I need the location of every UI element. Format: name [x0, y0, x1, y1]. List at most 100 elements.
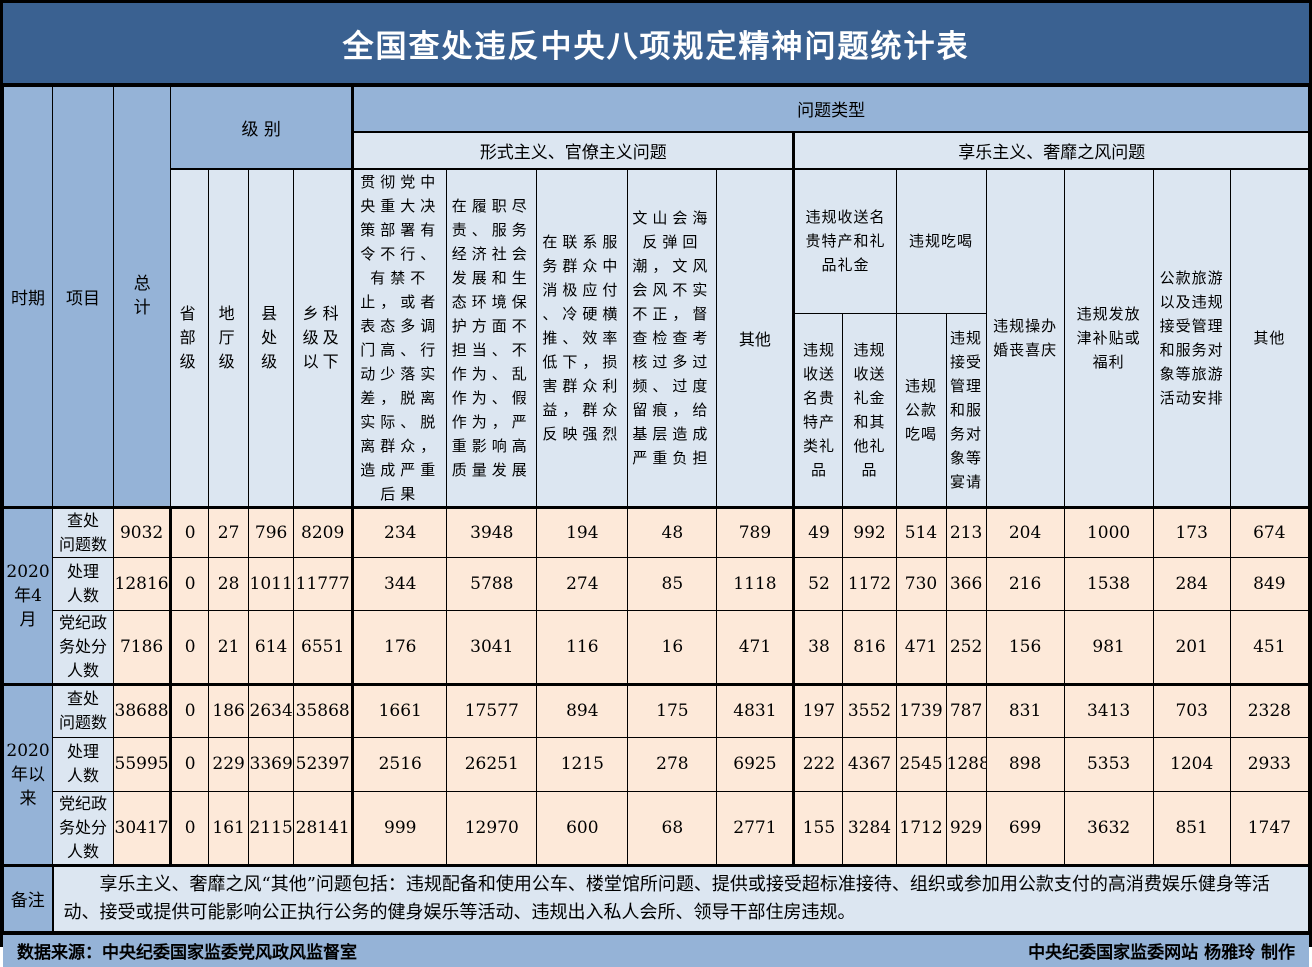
value-cell: 1000	[1063, 506, 1154, 558]
table-row: 处理 人数 55995 0 229 3369 52397 2516 26251 1215 278 6…	[4, 736, 1310, 792]
value-cell: 3632	[1063, 790, 1154, 866]
value-cell: 28	[208, 556, 250, 611]
value-cell: 222	[793, 736, 844, 792]
value-cell: 6925	[716, 736, 796, 792]
header-gifts-cash: 违规 收送 礼金 和其 他礼 品	[842, 313, 897, 509]
value-cell: 514	[895, 506, 947, 558]
value-cell: 796	[248, 506, 295, 558]
header-level-group: 级 别	[170, 86, 355, 170]
period-cell: 2020 年4 月	[2, 506, 54, 685]
value-cell: 16	[627, 609, 718, 685]
value-cell: 851	[1152, 790, 1231, 866]
statistics-table: 时期 项目 总 计 级 别 问题类型 形式主义、官僚主义问题 享乐主义、奢靡之风…	[2, 86, 1310, 933]
value-cell: 1288	[945, 736, 987, 792]
value-cell: 4831	[716, 682, 796, 738]
value-cell: 3369	[248, 736, 295, 792]
value-cell: 992	[842, 506, 897, 558]
value-cell: 2545	[895, 736, 947, 792]
value-cell: 699	[985, 790, 1065, 866]
value-cell: 6551	[293, 609, 355, 685]
row-label-cell: 党纪政 务处分 人数	[52, 790, 115, 866]
header-level-province: 省 部 级	[170, 168, 210, 509]
value-cell: 26251	[446, 736, 538, 792]
value-cell: 344	[352, 556, 448, 611]
period-cell: 2020 年以 来	[2, 682, 54, 866]
value-cell: 614	[248, 609, 295, 685]
table-row: 处理 人数 12816 0 28 1011 11777 344 5788 274 85 1118 52…	[4, 556, 1310, 611]
value-cell: 284	[1152, 556, 1231, 611]
note-row: 备注 享乐主义、奢靡之风“其他”问题包括：违规配备和使用公车、楼堂馆所问题、提供…	[2, 863, 1309, 933]
value-cell: 3041	[446, 609, 538, 685]
header-dining-public-funds: 违规 公款 吃喝	[895, 313, 947, 509]
value-cell: 17577	[446, 682, 538, 738]
value-cell: 175	[627, 682, 718, 738]
header-item: 项目	[52, 86, 115, 509]
header-hedonism-group: 享乐主义、奢靡之风问题	[793, 131, 1309, 170]
value-cell: 161	[208, 790, 250, 866]
value-cell: 21	[208, 609, 250, 685]
value-cell: 278	[627, 736, 718, 792]
value-cell: 4367	[842, 736, 897, 792]
note-label: 备注	[2, 863, 54, 933]
header-total: 总 计	[113, 86, 172, 509]
value-cell: 116	[536, 609, 629, 685]
value-cell: 929	[945, 790, 987, 866]
value-cell: 68	[627, 790, 718, 866]
value-cell: 3413	[1063, 682, 1154, 738]
header-formalism-col-2: 在履职尽 责、服务 经济社会 发展和生 态环境保 护方面不 担当、不 作为、乱 …	[446, 168, 538, 509]
value-cell: 234	[352, 506, 448, 558]
value-cell: 471	[716, 609, 796, 685]
value-cell: 8209	[293, 506, 355, 558]
value-cell: 204	[985, 506, 1065, 558]
value-cell: 7186	[113, 609, 173, 685]
value-cell: 85	[627, 556, 718, 611]
value-cell: 789	[716, 506, 796, 558]
value-cell: 155	[793, 790, 844, 866]
value-cell: 600	[536, 790, 629, 866]
footer-bar: 数据来源：中央纪委国家监委党风政风监督室 中央纪委国家监委网站 杨雅玲 制作	[3, 931, 1309, 967]
value-cell: 816	[842, 609, 897, 685]
value-cell: 703	[1152, 682, 1231, 738]
header-level-prefecture: 地 厅 级	[208, 168, 250, 509]
page-title: 全国查处违反中央八项规定精神问题统计表	[3, 3, 1309, 86]
data-source-text: 数据来源：中央纪委国家监委党风政风监督室	[17, 943, 357, 963]
value-cell: 1538	[1063, 556, 1154, 611]
value-cell: 5788	[446, 556, 538, 611]
value-cell: 674	[1229, 506, 1310, 558]
value-cell: 186	[208, 682, 250, 738]
header-dining-group: 违规吃喝	[895, 167, 987, 315]
value-cell: 2933	[1229, 736, 1310, 792]
header-formalism-group: 形式主义、官僚主义问题	[352, 131, 796, 170]
value-cell: 11777	[293, 556, 355, 611]
value-cell: 1118	[716, 556, 796, 611]
credits-text: 中央纪委国家监委网站 杨雅玲 制作	[1028, 943, 1295, 963]
value-cell: 1661	[352, 682, 448, 738]
value-cell: 2516	[352, 736, 448, 792]
value-cell: 30417	[113, 790, 173, 866]
value-cell: 194	[536, 506, 629, 558]
value-cell: 176	[352, 609, 448, 685]
value-cell: 831	[985, 682, 1065, 738]
value-cell: 1172	[842, 556, 897, 611]
table-row: 党纪政 务处分 人数 7186 0 21 614 6551 176 3041 116 16 471 3…	[4, 609, 1310, 685]
value-cell: 38688	[113, 682, 173, 738]
header-formalism-other: 其他	[716, 168, 796, 509]
value-cell: 156	[985, 609, 1065, 685]
value-cell: 48	[627, 506, 718, 558]
value-cell: 229	[208, 736, 250, 792]
value-cell: 0	[170, 506, 210, 558]
value-cell: 27	[208, 506, 250, 558]
value-cell: 216	[985, 556, 1065, 611]
value-cell: 12816	[113, 556, 173, 611]
header-gifts-specialty: 违规 收送 名贵 特产 类礼 品	[793, 313, 844, 509]
value-cell: 999	[352, 790, 448, 866]
header-level-county: 县 处 级	[248, 168, 295, 509]
header-level-township: 乡科 级及 以下	[293, 168, 355, 509]
row-label-cell: 党纪政 务处分 人数	[52, 609, 115, 685]
value-cell: 28141	[293, 790, 355, 866]
value-cell: 3948	[446, 506, 538, 558]
value-cell: 0	[170, 790, 210, 866]
value-cell: 52	[793, 556, 844, 611]
header-formalism-col-4: 文山会海 反弹回 潮，文风 会风不实 不正，督 查检查考 核过多过 频、过度 留…	[627, 168, 718, 509]
